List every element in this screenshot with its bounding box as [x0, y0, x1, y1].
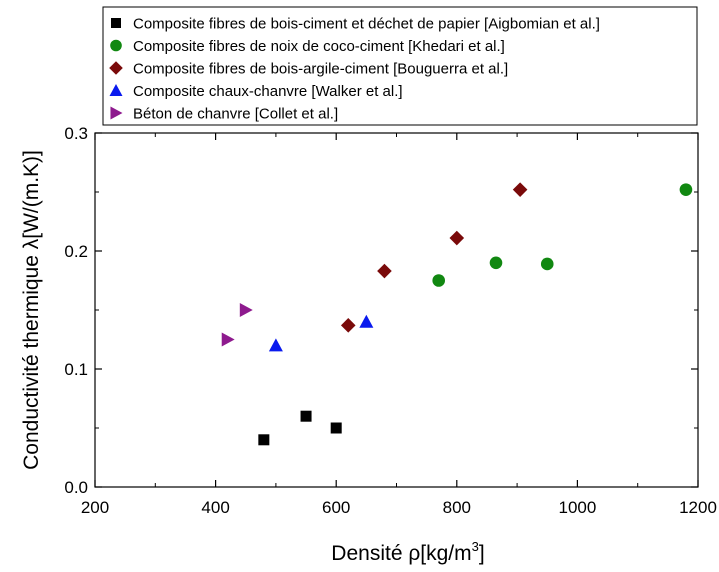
- x-tick-label: 400: [201, 498, 229, 517]
- legend-label-1: Composite fibres de bois-ciment et déche…: [133, 16, 600, 33]
- data-point-series-3: [449, 230, 465, 246]
- y-tick-label: 0.0: [64, 478, 88, 497]
- x-tick-label: 1000: [558, 498, 596, 517]
- legend-label-2: Composite fibres de noix de coco-ciment …: [133, 38, 505, 55]
- x-axis: 200 400 600 800 1000 1200: [81, 133, 717, 517]
- legend-marker-5: [110, 106, 123, 120]
- legend-label-3: Composite fibres de bois-argile-ciment […: [133, 61, 508, 78]
- y-tick-label: 0.2: [64, 242, 88, 261]
- legend-label-4: Composite chaux-chanvre [Walker et al.]: [133, 83, 403, 100]
- legend-marker-3: [109, 61, 123, 75]
- x-tick-label: 600: [322, 498, 350, 517]
- data-points: [221, 182, 693, 446]
- legend-label-5: Béton de chanvre [Collet et al.]: [133, 106, 338, 123]
- x-tick-label: 200: [81, 498, 109, 517]
- x-tick-label: 800: [443, 498, 471, 517]
- data-point-series-2: [432, 274, 446, 287]
- legend-marker-2: [110, 39, 122, 52]
- data-point-series-5: [221, 332, 235, 347]
- data-point-series-1: [300, 410, 312, 422]
- y-axis-label: Conductivité thermique λ[W/(m.K)]: [20, 150, 43, 470]
- data-point-series-3: [340, 318, 356, 333]
- data-point-series-3: [377, 263, 392, 279]
- legend-marker-4: [109, 84, 123, 97]
- data-point-series-1: [330, 422, 342, 434]
- data-point-series-1: [258, 434, 270, 446]
- legend-marker-1: [111, 18, 121, 28]
- legend: Composite fibres de bois-ciment et déche…: [102, 6, 698, 126]
- plot-frame: [94, 132, 699, 488]
- data-point-series-4: [359, 314, 374, 328]
- x-axis-label-main: Densité ρ[kg/m: [331, 542, 471, 565]
- x-axis-label-superscript: 3: [472, 539, 479, 554]
- y-tick-label: 0.1: [64, 360, 88, 379]
- legend-box: [102, 6, 698, 126]
- data-point-series-4: [268, 338, 283, 352]
- data-point-series-2: [679, 183, 693, 196]
- y-axis: 0.0 0.1 0.2 0.3: [64, 124, 698, 497]
- data-point-series-5: [239, 303, 253, 317]
- y-tick-label: 0.3: [64, 124, 88, 143]
- x-axis-label: Densité ρ[kg/m3]: [331, 539, 484, 565]
- data-point-series-2: [489, 256, 503, 270]
- x-tick-label: 1200: [679, 498, 717, 517]
- data-point-series-2: [540, 257, 554, 271]
- data-point-series-3: [512, 182, 528, 197]
- x-axis-label-end: ]: [479, 542, 485, 565]
